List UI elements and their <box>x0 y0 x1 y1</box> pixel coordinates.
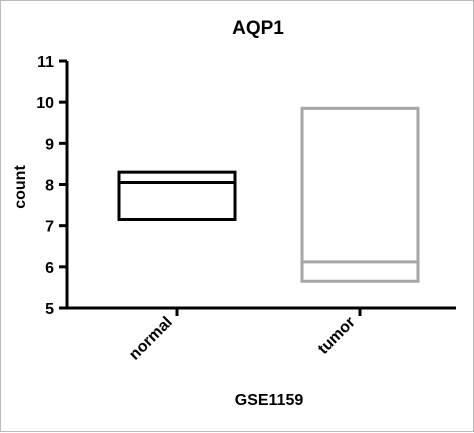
y-tick-label: 8 <box>45 178 54 195</box>
y-axis-label: count <box>12 165 29 209</box>
y-tick-label: 6 <box>45 260 54 277</box>
y-ticks: 5 6 7 8 9 10 11 <box>36 54 67 318</box>
boxes <box>117 106 420 283</box>
x-tick-label: tumor <box>315 314 359 358</box>
box-tumor <box>300 106 420 283</box>
x-ticks: normal tumor <box>126 308 362 364</box>
y-tick-label: 10 <box>36 95 54 112</box>
y-tick-label: 5 <box>45 301 54 318</box>
y-tick-label: 7 <box>45 219 54 236</box>
x-tick-label: normal <box>126 314 176 364</box>
x-axis-label: GSE1159 <box>235 392 304 409</box>
chart-title: AQP1 <box>232 18 284 39</box>
y-tick-label: 9 <box>45 136 54 153</box>
y-tick-label: 11 <box>37 54 54 71</box>
box-normal <box>117 170 237 221</box>
